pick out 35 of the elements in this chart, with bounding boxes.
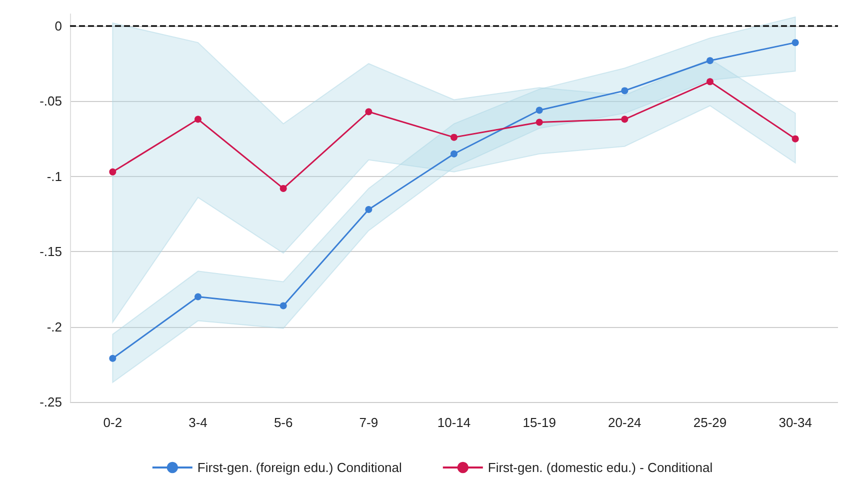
point	[450, 150, 458, 158]
y-tick-label: -.05	[40, 94, 62, 109]
y-tick-label: 0	[54, 18, 62, 34]
point	[109, 354, 116, 362]
legend-label: First-gen. (foreign edu.) Conditional	[197, 460, 402, 475]
point	[621, 116, 628, 123]
point	[450, 134, 458, 141]
x-tick-label: 30-34	[778, 415, 812, 430]
point	[365, 108, 372, 116]
x-tick-label: 3-4	[188, 415, 208, 430]
point	[792, 39, 799, 46]
x-tick-label: 20-24	[608, 415, 642, 430]
point	[280, 184, 287, 192]
x-tick-label: 0-2	[103, 415, 122, 430]
point	[706, 57, 714, 64]
point	[194, 116, 202, 123]
x-tick-label: 15-19	[522, 415, 556, 430]
y-tick-label: -.1	[46, 168, 62, 184]
x-tick-label: 25-29	[693, 415, 727, 430]
legend-label: First-gen. (domestic edu.) - Conditional	[488, 460, 713, 475]
point	[194, 293, 202, 300]
y-tick-label: -.2	[46, 319, 62, 334]
x-tick-label: 5-6	[274, 415, 293, 430]
point	[109, 168, 116, 176]
point	[536, 106, 543, 114]
point	[365, 206, 372, 213]
point	[621, 87, 628, 94]
x-tick-label: 10-14	[437, 415, 471, 430]
x-tick-label: 7-9	[359, 415, 378, 430]
point	[792, 135, 799, 142]
point	[536, 118, 543, 126]
y-tick-label: -.15	[40, 244, 62, 260]
point	[280, 302, 287, 310]
point	[706, 78, 714, 86]
y-tick-label: -.25	[40, 394, 62, 410]
